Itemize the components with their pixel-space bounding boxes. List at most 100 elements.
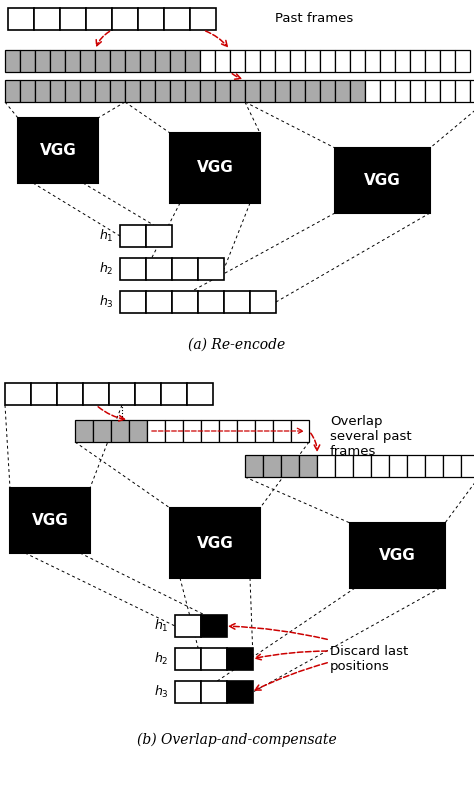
Bar <box>273 420 291 442</box>
Bar <box>470 80 474 102</box>
Bar <box>111 420 129 442</box>
Bar <box>200 50 215 72</box>
Bar <box>350 50 365 72</box>
Bar <box>170 133 260 203</box>
Bar <box>5 383 31 405</box>
Bar <box>260 80 275 102</box>
Bar <box>110 50 125 72</box>
Bar <box>65 50 80 72</box>
Bar <box>175 615 201 637</box>
Bar <box>60 8 86 30</box>
Bar <box>34 8 60 30</box>
Bar <box>395 50 410 72</box>
Bar <box>440 50 455 72</box>
Bar <box>95 80 110 102</box>
Bar <box>50 50 65 72</box>
Bar <box>198 291 224 313</box>
Bar <box>175 648 201 670</box>
Bar <box>5 80 20 102</box>
Bar <box>395 80 410 102</box>
Bar <box>147 420 165 442</box>
Bar <box>18 118 98 183</box>
Bar <box>31 383 57 405</box>
Bar <box>161 383 187 405</box>
Bar <box>335 455 353 477</box>
Bar <box>146 291 172 313</box>
Bar <box>140 80 155 102</box>
Bar <box>5 50 20 72</box>
Bar <box>109 383 135 405</box>
Bar <box>290 50 305 72</box>
Bar <box>219 420 237 442</box>
Bar <box>389 455 407 477</box>
Bar <box>425 80 440 102</box>
Bar <box>365 80 380 102</box>
Bar <box>201 681 227 703</box>
Bar <box>227 648 253 670</box>
Bar <box>80 50 95 72</box>
Bar <box>95 50 110 72</box>
Text: VGG: VGG <box>379 548 416 563</box>
Text: VGG: VGG <box>197 535 233 550</box>
Bar <box>112 8 138 30</box>
Text: VGG: VGG <box>40 143 76 158</box>
Bar <box>230 50 245 72</box>
Bar <box>165 420 183 442</box>
Bar <box>443 455 461 477</box>
Bar <box>120 225 146 247</box>
Bar <box>172 291 198 313</box>
Bar <box>455 50 470 72</box>
Bar <box>83 383 109 405</box>
Text: VGG: VGG <box>197 160 233 175</box>
Bar <box>245 50 260 72</box>
Bar <box>80 80 95 102</box>
Bar <box>291 420 309 442</box>
Bar <box>371 455 389 477</box>
Bar <box>425 455 443 477</box>
Bar <box>290 80 305 102</box>
Bar <box>120 258 146 280</box>
Text: (b) Overlap-and-compensate: (b) Overlap-and-compensate <box>137 733 337 747</box>
Bar <box>93 420 111 442</box>
Bar <box>350 523 445 588</box>
Bar <box>183 420 201 442</box>
Bar <box>57 383 83 405</box>
Bar <box>164 8 190 30</box>
Bar <box>146 225 172 247</box>
Bar <box>255 420 273 442</box>
Bar <box>281 455 299 477</box>
Bar <box>245 455 263 477</box>
Bar <box>237 420 255 442</box>
Bar <box>187 383 213 405</box>
Bar <box>172 258 198 280</box>
Text: Discard last
positions: Discard last positions <box>330 645 408 673</box>
Text: $h_2$: $h_2$ <box>155 651 169 667</box>
Bar <box>110 80 125 102</box>
Bar <box>461 455 474 477</box>
Bar <box>250 291 276 313</box>
Bar <box>365 50 380 72</box>
Bar <box>230 80 245 102</box>
Bar <box>227 681 253 703</box>
Bar <box>8 8 34 30</box>
Bar <box>350 80 365 102</box>
Text: VGG: VGG <box>364 173 401 188</box>
Bar <box>155 50 170 72</box>
Bar <box>170 508 260 578</box>
Bar <box>175 681 201 703</box>
Bar <box>120 291 146 313</box>
Bar <box>129 420 147 442</box>
Bar <box>75 420 93 442</box>
Bar <box>140 50 155 72</box>
Bar <box>440 80 455 102</box>
Bar <box>50 80 65 102</box>
Bar <box>35 50 50 72</box>
Bar <box>215 80 230 102</box>
Bar <box>155 80 170 102</box>
Text: Past frames: Past frames <box>275 11 353 25</box>
Bar <box>305 80 320 102</box>
Bar <box>305 50 320 72</box>
Bar <box>455 80 470 102</box>
Bar <box>320 50 335 72</box>
Bar <box>380 50 395 72</box>
